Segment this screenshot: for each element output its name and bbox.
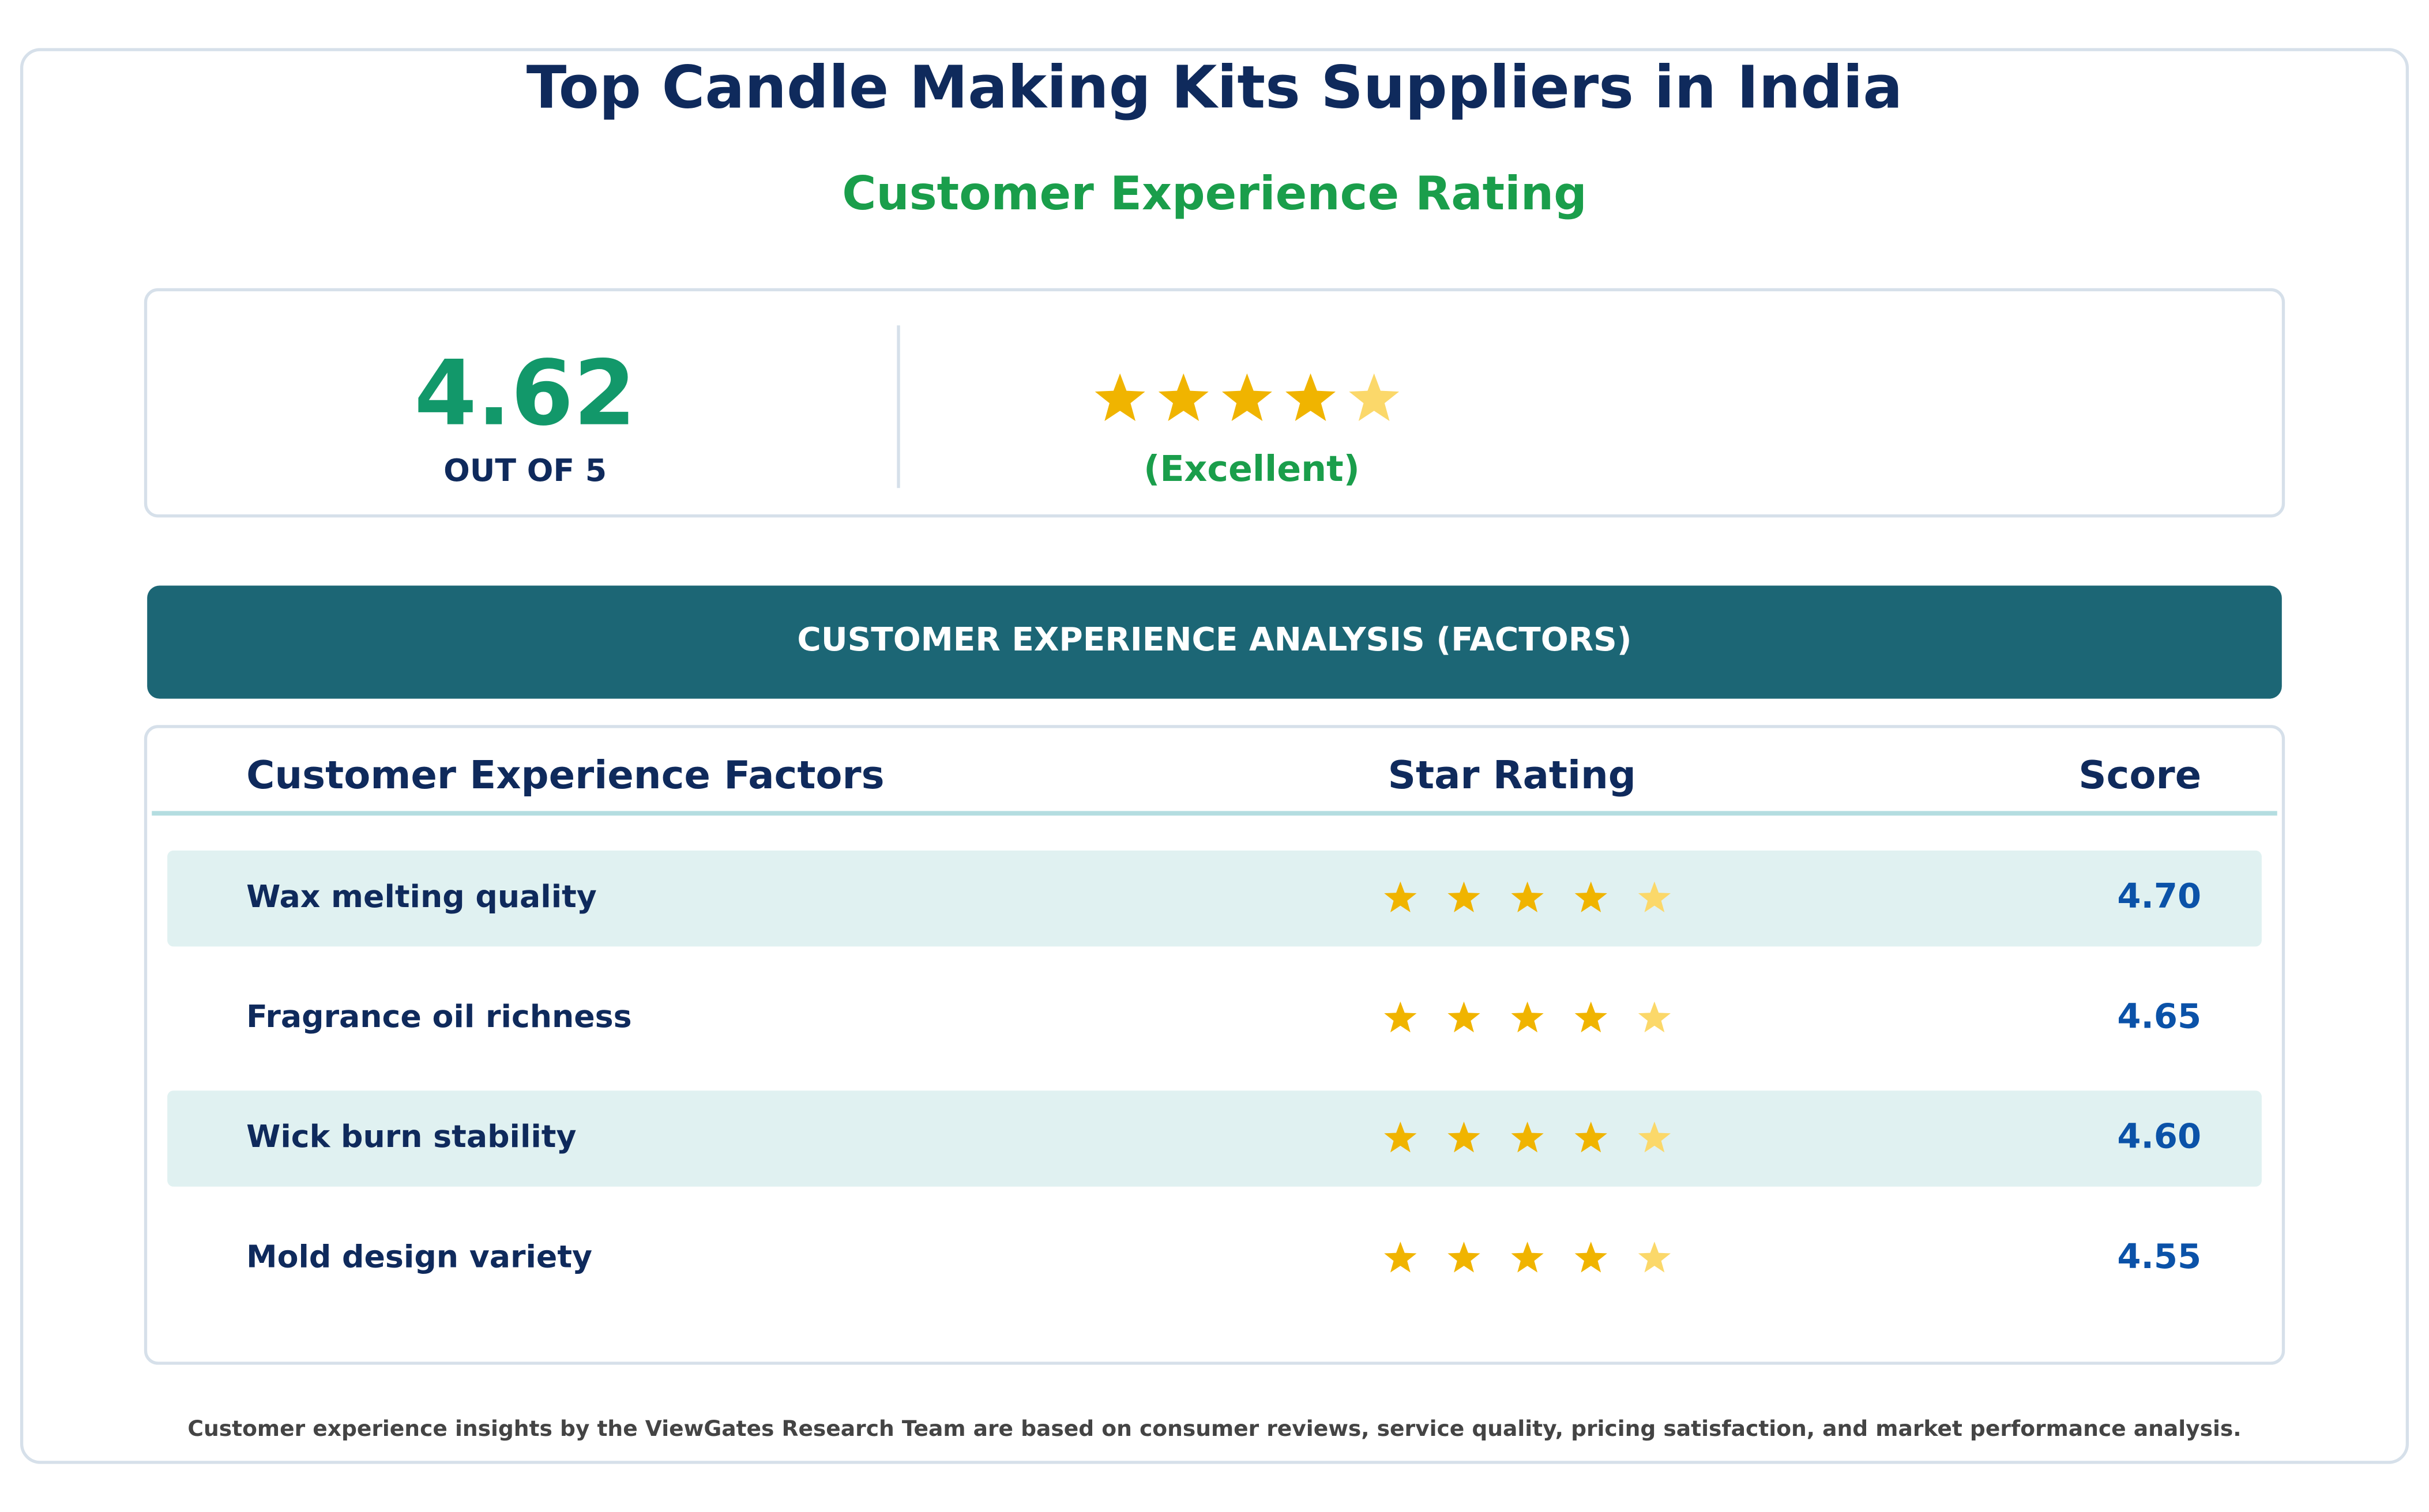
star (1447, 1121, 1480, 1153)
factor-name: Wax melting quality (246, 878, 597, 915)
star (1285, 373, 1336, 422)
star (1384, 1001, 1417, 1033)
overall-score: 4.62 (414, 341, 636, 446)
banner (147, 585, 2282, 699)
column-header: Customer Experience Factors (246, 753, 885, 798)
star (1511, 1001, 1544, 1033)
subtitle: Customer Experience Rating (842, 167, 1587, 221)
factor-name: Fragrance oil richness (246, 998, 631, 1035)
banner-text: CUSTOMER EXPERIENCE ANALYSIS (FACTORS) (797, 621, 1631, 659)
star (1511, 881, 1544, 913)
star (1574, 1001, 1607, 1033)
factor-score: 4.60 (2117, 1116, 2201, 1156)
table-rows: Wax melting quality 4.70 Fragrance oil ric… (167, 850, 2262, 1276)
star (1447, 1001, 1480, 1033)
star (1638, 1001, 1671, 1033)
score-scale: OUT OF 5 (443, 452, 607, 488)
row-band (167, 1090, 2262, 1187)
star (1574, 1121, 1607, 1153)
summary-box (144, 288, 2285, 518)
factor-score: 4.65 (2117, 996, 2201, 1036)
column-header: Score (2078, 753, 2201, 798)
star (1638, 1121, 1671, 1153)
overall-stars (1095, 373, 1400, 422)
star (1349, 373, 1400, 422)
star (1638, 1242, 1671, 1273)
star (1095, 373, 1145, 422)
star (1447, 881, 1480, 913)
title: Top Candle Making Kits Suppliers in Indi… (527, 53, 1903, 122)
star (1384, 881, 1417, 913)
star (1158, 373, 1209, 422)
row-stars (1384, 1001, 1671, 1033)
factor-name: Mold design variety (246, 1238, 592, 1274)
star (1511, 1242, 1544, 1273)
factor-name: Wick burn stability (246, 1118, 576, 1154)
star (1384, 1121, 1417, 1153)
star (1574, 881, 1607, 913)
row-stars (1384, 1242, 1671, 1273)
verdict: (Excellent) (1144, 448, 1360, 490)
factor-score: 4.55 (2117, 1236, 2201, 1276)
row-stars (1384, 1121, 1671, 1153)
star (1221, 373, 1272, 422)
star (1384, 1242, 1417, 1273)
star (1638, 881, 1671, 913)
star (1511, 1121, 1544, 1153)
row-stars (1384, 881, 1671, 913)
factor-score: 4.70 (2117, 876, 2201, 916)
star (1574, 1242, 1607, 1273)
column-header: Star Rating (1388, 753, 1636, 798)
footer: Customer experience insights by the View… (187, 1416, 2241, 1441)
star (1447, 1242, 1480, 1273)
row-band (167, 850, 2262, 947)
